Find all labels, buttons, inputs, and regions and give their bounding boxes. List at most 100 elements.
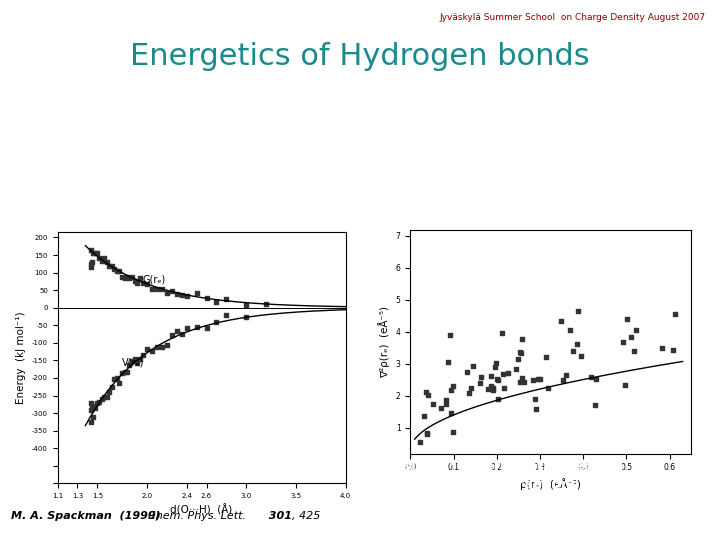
Point	[86, 398, 97, 407]
Point	[86, 405, 97, 414]
Point	[138, 350, 149, 359]
Text: Energetics of Hydrogen bonds: Energetics of Hydrogen bonds	[130, 42, 590, 71]
Point	[498, 384, 510, 393]
Point	[589, 400, 600, 409]
Point	[465, 384, 477, 393]
Point	[112, 267, 123, 275]
Point	[123, 274, 135, 283]
Point	[540, 353, 552, 361]
X-axis label: ρ(rₑ)  (eÅ⁻³): ρ(rₑ) (eÅ⁻³)	[521, 478, 581, 490]
Point	[89, 404, 101, 413]
Point	[421, 429, 433, 438]
Point	[102, 258, 113, 266]
Point	[181, 324, 192, 333]
Point	[415, 437, 426, 446]
Point	[151, 284, 163, 293]
Y-axis label: Energy  (kJ mol⁻¹): Energy (kJ mol⁻¹)	[17, 312, 27, 404]
Point	[667, 346, 679, 354]
Point	[120, 274, 131, 282]
Point	[191, 288, 202, 297]
Point	[122, 272, 133, 281]
Point	[418, 412, 429, 421]
Point	[134, 355, 145, 363]
Point	[138, 279, 149, 287]
Point	[104, 261, 115, 270]
Text: Conclusion : “experimental electron
densities in weak interactions are
indeed sy: Conclusion : “experimental electron dens…	[353, 460, 628, 526]
Point	[191, 323, 202, 332]
Point	[117, 273, 128, 281]
Point	[516, 335, 528, 343]
Point	[421, 428, 433, 437]
Point	[510, 364, 522, 373]
Point	[109, 375, 120, 383]
Point	[518, 378, 530, 387]
Point	[86, 246, 97, 254]
Point	[130, 276, 141, 285]
Point	[534, 375, 546, 383]
Point	[492, 375, 503, 383]
Point	[99, 392, 110, 401]
Point	[485, 381, 497, 390]
Point	[487, 386, 498, 395]
Point	[201, 294, 212, 303]
Point	[96, 256, 108, 265]
Point	[104, 387, 115, 396]
Point	[514, 348, 526, 356]
Point	[503, 368, 514, 377]
Point	[220, 311, 232, 320]
Point	[89, 249, 101, 258]
Point	[571, 340, 582, 348]
Point	[211, 298, 222, 306]
Point	[240, 301, 252, 309]
Point	[99, 254, 110, 262]
Point	[530, 404, 541, 413]
Point	[211, 318, 222, 326]
Point	[171, 290, 183, 299]
Text: G(rₑ): G(rₑ)	[142, 274, 166, 285]
Point	[516, 373, 528, 382]
Point	[496, 328, 508, 337]
Point	[134, 274, 145, 282]
Point	[513, 355, 524, 363]
Point	[91, 399, 103, 407]
Point	[122, 367, 133, 376]
Point	[126, 273, 138, 281]
Point	[446, 409, 457, 417]
Point	[96, 394, 108, 403]
Point	[560, 370, 572, 379]
Point	[527, 376, 539, 384]
Point	[86, 260, 97, 268]
Point	[123, 361, 135, 369]
Text: The question then arises - “are the experimental data providing anything more
th: The question then arises - “are the expe…	[9, 106, 668, 164]
Point	[91, 248, 103, 257]
Point	[130, 354, 141, 363]
Point	[427, 399, 438, 408]
Point	[631, 326, 642, 334]
Point	[474, 379, 486, 387]
Point	[86, 263, 97, 272]
Point	[176, 330, 187, 339]
Point	[492, 395, 504, 403]
Point	[166, 287, 178, 295]
Point	[176, 290, 187, 299]
Point	[441, 400, 452, 408]
Point	[567, 347, 579, 356]
Point	[564, 326, 576, 335]
Point	[88, 249, 99, 258]
Y-axis label: ∇²ρ(rₑ)  (eÅ⁻⁵): ∇²ρ(rₑ) (eÅ⁻⁵)	[378, 306, 390, 377]
Point	[181, 292, 192, 301]
Point	[443, 358, 454, 367]
Point	[461, 368, 472, 376]
Point	[441, 395, 452, 404]
Point	[575, 352, 587, 360]
Point	[131, 279, 143, 287]
Point	[529, 394, 541, 403]
Point	[446, 382, 458, 390]
Point	[467, 361, 479, 370]
Point	[572, 307, 583, 315]
Point	[490, 363, 501, 372]
Point	[94, 254, 105, 262]
Point	[485, 372, 497, 380]
Point	[114, 266, 125, 275]
Point	[619, 381, 631, 390]
